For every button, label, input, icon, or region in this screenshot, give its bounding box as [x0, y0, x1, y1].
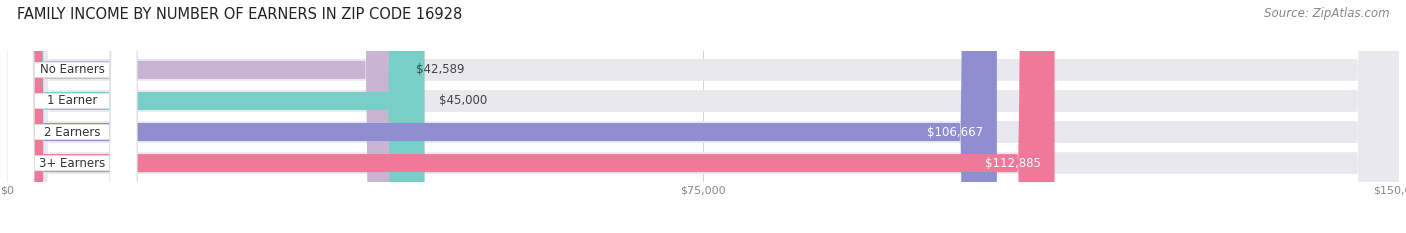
FancyBboxPatch shape [7, 0, 1054, 233]
Text: $42,589: $42,589 [416, 63, 464, 76]
Text: Source: ZipAtlas.com: Source: ZipAtlas.com [1264, 7, 1389, 20]
FancyBboxPatch shape [7, 0, 425, 233]
Text: $112,885: $112,885 [984, 157, 1040, 170]
FancyBboxPatch shape [7, 0, 1399, 233]
Text: 2 Earners: 2 Earners [44, 126, 100, 139]
Text: No Earners: No Earners [39, 63, 104, 76]
FancyBboxPatch shape [7, 0, 136, 233]
Text: 3+ Earners: 3+ Earners [39, 157, 105, 170]
FancyBboxPatch shape [7, 0, 1399, 233]
FancyBboxPatch shape [7, 0, 136, 233]
FancyBboxPatch shape [7, 0, 402, 233]
Text: $106,667: $106,667 [927, 126, 983, 139]
Text: $45,000: $45,000 [439, 94, 486, 107]
FancyBboxPatch shape [7, 0, 1399, 233]
Text: 1 Earner: 1 Earner [46, 94, 97, 107]
Text: FAMILY INCOME BY NUMBER OF EARNERS IN ZIP CODE 16928: FAMILY INCOME BY NUMBER OF EARNERS IN ZI… [17, 7, 463, 22]
FancyBboxPatch shape [7, 0, 136, 233]
FancyBboxPatch shape [7, 0, 1399, 233]
FancyBboxPatch shape [7, 0, 997, 233]
FancyBboxPatch shape [7, 0, 136, 233]
